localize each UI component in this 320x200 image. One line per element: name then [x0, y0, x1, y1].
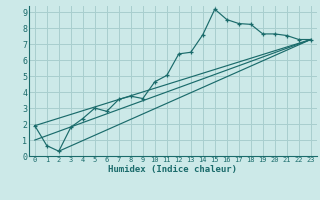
X-axis label: Humidex (Indice chaleur): Humidex (Indice chaleur) [108, 165, 237, 174]
